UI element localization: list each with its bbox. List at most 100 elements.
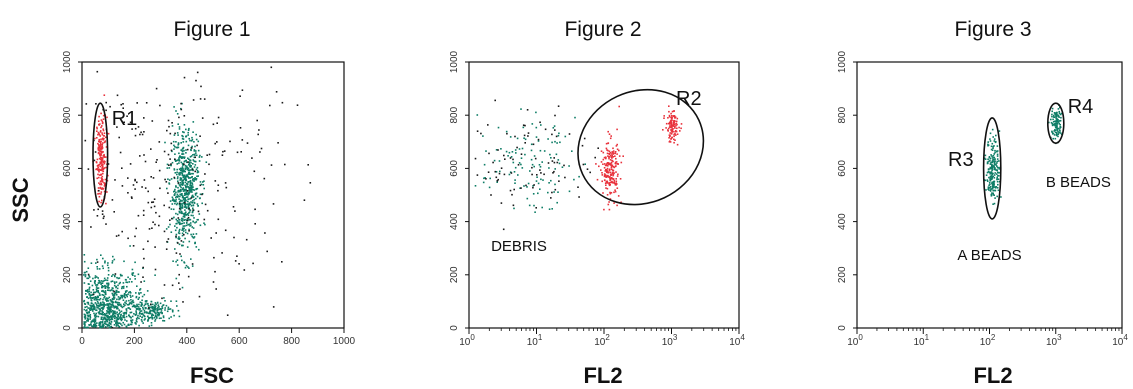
event-dot [113,211,115,213]
event-dot [189,180,191,183]
event-dot [178,156,180,159]
event-dot [129,121,132,124]
event-dot [110,305,112,308]
event-dot [177,221,180,223]
event-dot [676,143,679,146]
event-dot [275,91,278,93]
event-dot [99,187,102,189]
event-dot [607,203,610,206]
event-dot [185,231,187,234]
event-dot [1053,134,1056,136]
event-dot [134,322,136,324]
event-dot [158,306,160,308]
event-dot [179,209,182,211]
event-dot [1059,132,1062,134]
event-dot [188,203,191,206]
event-dot [476,130,479,132]
event-dot [538,164,541,166]
event-dot [154,268,157,271]
event-dot [153,316,156,319]
event-dot [1058,112,1061,115]
event-dot [83,321,85,323]
event-dot [602,151,605,154]
event-dot [1051,122,1053,125]
event-dot [176,305,178,307]
event-dot [307,164,309,166]
event-dot [174,193,176,195]
event-dot [120,317,123,319]
event-dot [156,316,158,318]
event-dot [178,207,181,210]
event-dot [272,203,275,205]
event-dot [187,157,189,160]
event-dot [992,186,995,189]
event-dot [94,137,96,140]
event-dot [116,126,118,128]
event-dot [614,182,616,185]
event-dot [95,286,98,288]
event-dot [986,179,989,181]
event-dot [184,184,186,187]
event-dot [174,132,176,135]
event-dot [98,323,101,326]
event-dot [102,294,105,296]
event-dot [259,151,261,153]
event-dot [483,163,486,166]
event-dot [561,166,564,168]
event-dot [93,318,95,320]
event-dot [673,125,675,127]
event-dot [115,291,118,294]
event-dot [98,140,100,143]
event-dot [97,287,100,289]
event-dot [99,148,101,151]
event-dot [182,135,184,138]
event-dot [611,159,613,162]
event-dot [110,318,112,321]
event-dot [1056,117,1058,120]
event-dot [996,160,998,163]
event-dot [542,179,544,181]
event-dot [991,160,994,162]
event-dot [1059,113,1062,116]
event-dot [158,313,160,315]
event-dot [1060,112,1063,115]
event-dot [994,197,996,199]
event-dot [192,233,195,235]
event-dot [536,174,538,176]
event-dot [183,157,186,159]
event-dot [184,177,187,180]
event-dot [178,232,181,235]
event-dot [93,307,95,310]
event-dot [191,138,194,141]
event-dot [119,318,122,320]
figure-2-x-axis-title: FL2 [583,363,622,388]
figure-2-gates: R2 [577,88,705,206]
event-dot [98,294,101,297]
event-dot [198,197,201,200]
event-dot [168,179,171,181]
event-dot [236,255,238,257]
event-dot [188,158,190,160]
event-dot [149,316,152,319]
x-tick-label: 104 [1112,333,1128,348]
event-dot [186,232,189,235]
event-dot [86,289,89,291]
event-dot [181,137,184,140]
event-dot [91,309,93,311]
event-dot [221,154,224,156]
event-dot [180,167,182,170]
event-dot [673,138,675,141]
event-dot [535,136,538,138]
event-dot [102,323,105,326]
event-dot [162,319,164,322]
event-dot [96,322,98,324]
event-dot [102,172,104,175]
event-dot [196,219,199,221]
event-dot [154,302,157,304]
event-dot [117,315,119,318]
event-dot [104,178,107,181]
y-tick-label: 200 [62,266,73,283]
event-dot [94,320,97,322]
event-dot [199,154,201,157]
